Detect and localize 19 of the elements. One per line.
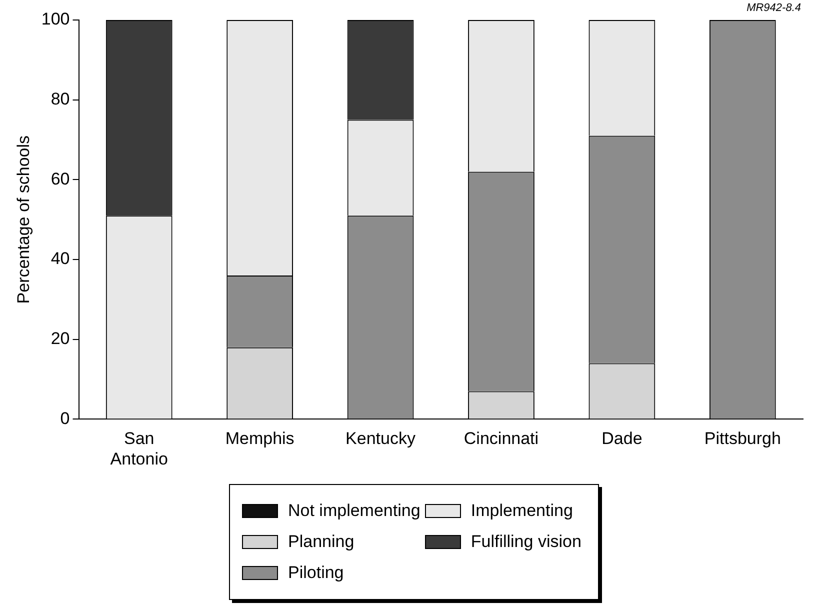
x-tick-label: Cincinnati <box>464 429 539 448</box>
y-tick-label: 20 <box>50 329 70 348</box>
y-tick-label: 80 <box>50 90 70 109</box>
legend-label: Implementing <box>470 500 573 521</box>
legend-label: Not implementing <box>288 500 420 521</box>
y-tick-label: 60 <box>50 169 70 188</box>
y-tick-label: 100 <box>41 10 70 29</box>
y-axis-title: Percentage of schools <box>14 135 33 304</box>
x-tick-label: Pittsburgh <box>704 429 781 448</box>
x-tick-label: Dade <box>602 429 642 448</box>
legend-label: Piloting <box>288 563 344 584</box>
x-tick-label: Memphis <box>225 429 294 448</box>
x-tick-label: San Antonio <box>110 429 168 468</box>
legend-label: Fulfilling vision <box>470 532 582 552</box>
y-tick-label: 40 <box>50 249 70 268</box>
legend-label: Planning <box>288 532 354 552</box>
x-tick-label: Kentucky <box>346 429 416 448</box>
y-tick-label: 0 <box>60 408 70 428</box>
text: MR942-8.4 <box>746 2 801 14</box>
